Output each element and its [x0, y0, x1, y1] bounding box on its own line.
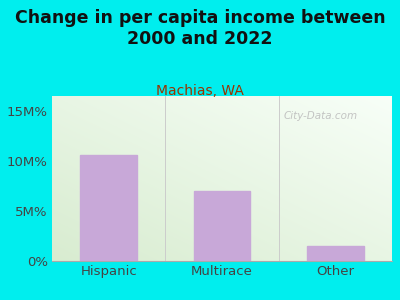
Bar — [80, 155, 137, 261]
Text: City-Data.com: City-Data.com — [283, 111, 357, 121]
Text: Machias, WA: Machias, WA — [156, 84, 244, 98]
Text: Change in per capita income between
2000 and 2022: Change in per capita income between 2000… — [15, 9, 385, 48]
Bar — [307, 246, 364, 261]
Bar — [194, 191, 250, 261]
